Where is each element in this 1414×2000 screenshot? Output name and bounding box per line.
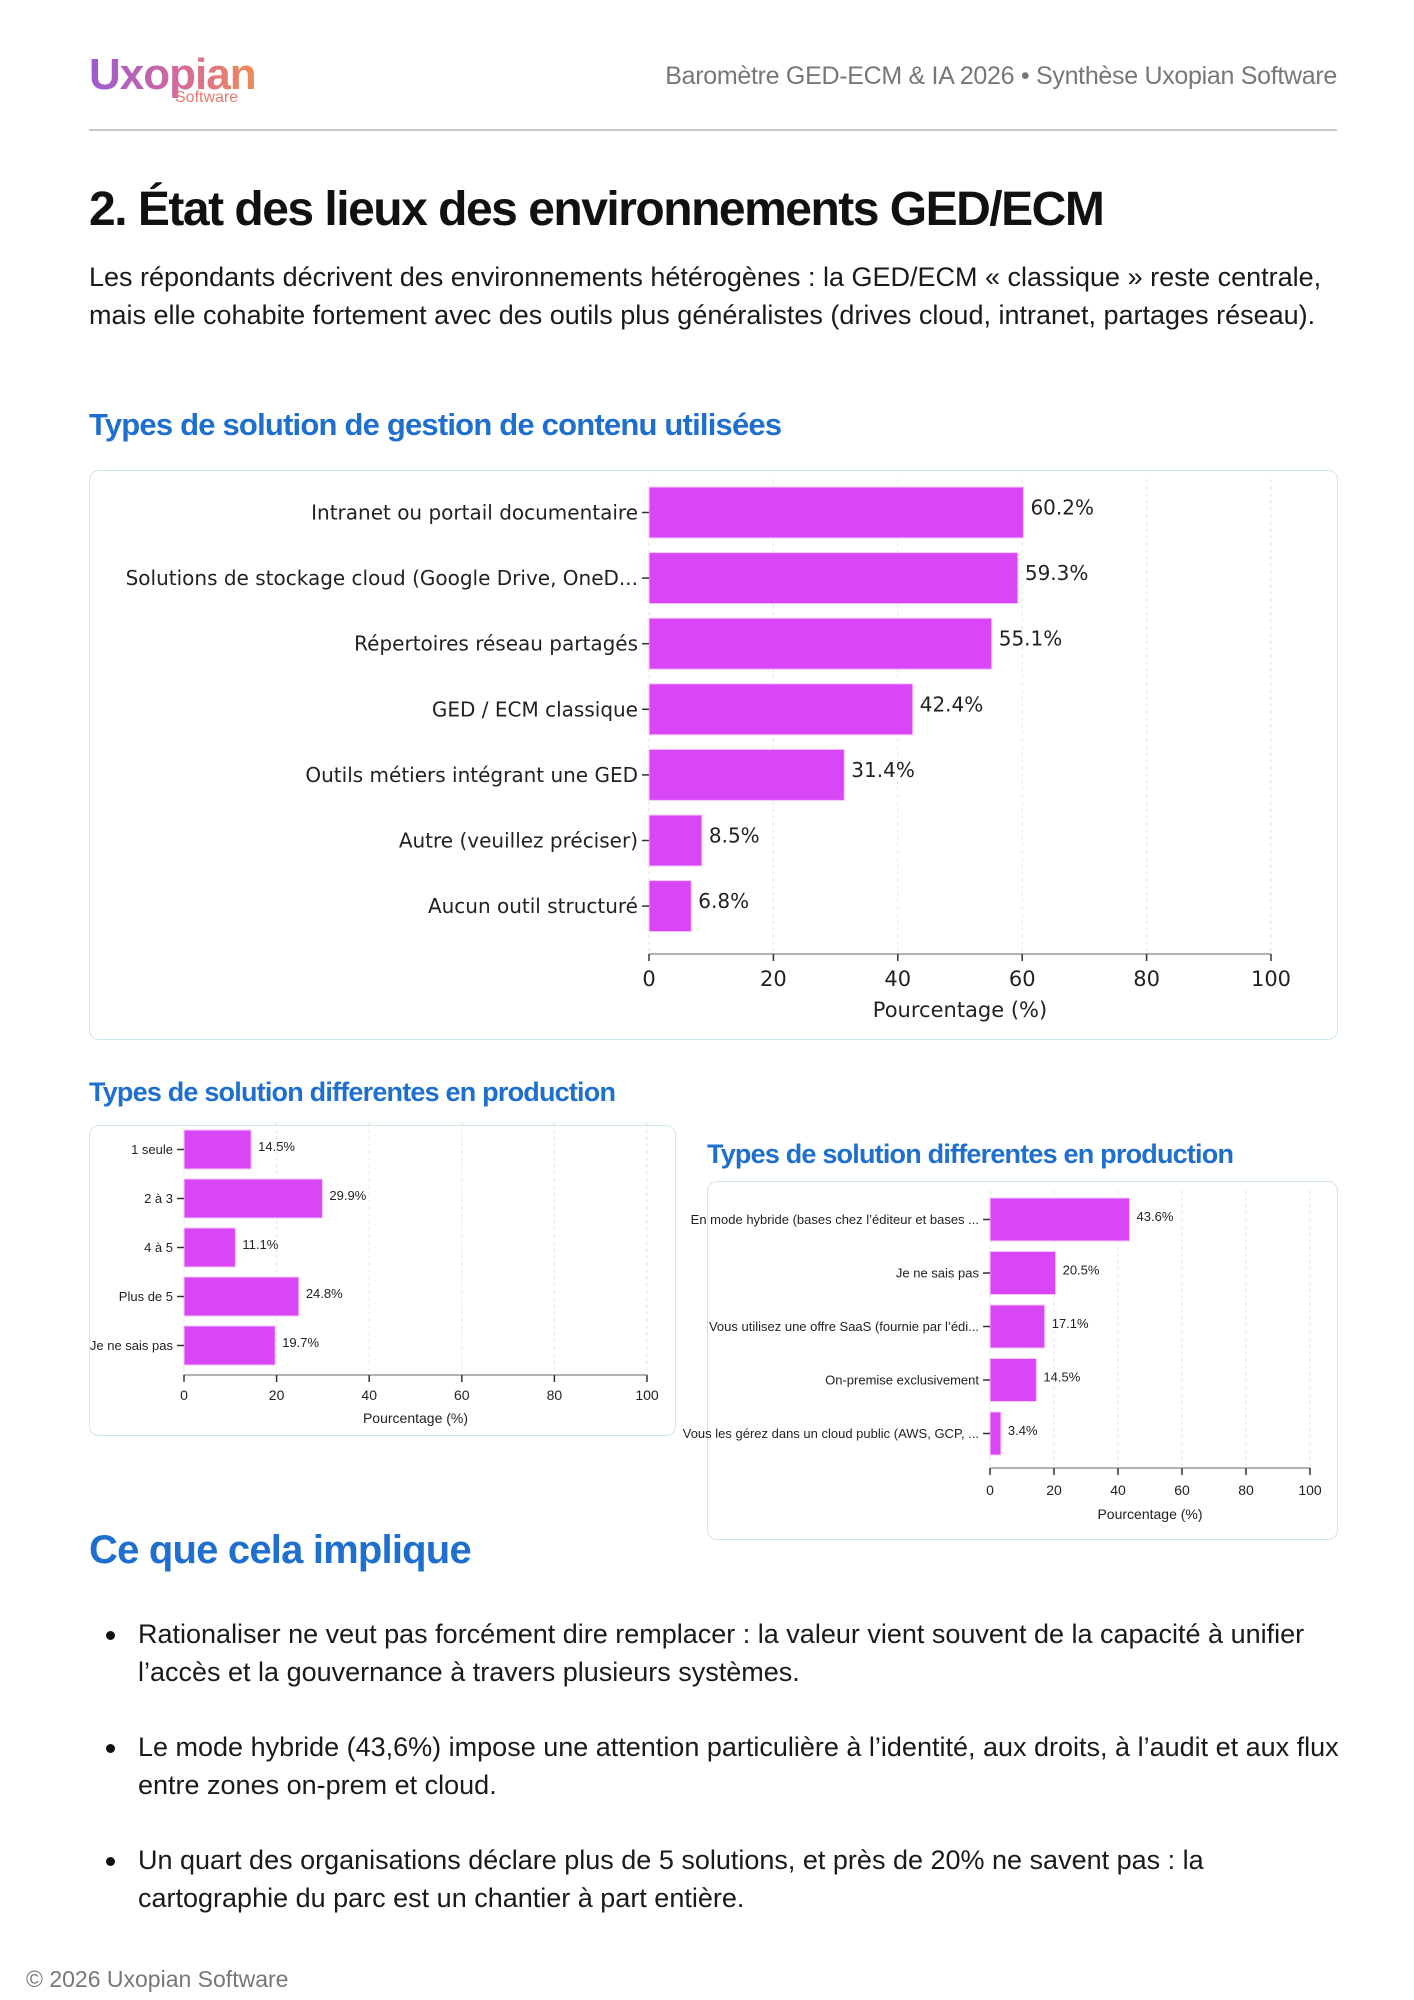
x-axis-title: Pourcentage (%) [1097,1506,1202,1522]
bar [648,683,914,736]
category-label: 1 seule [131,1142,173,1157]
x-tick-label: 60 [1174,1482,1190,1498]
bullet-icon [106,1744,115,1753]
list-item: Un quart des organisations déclare plus … [100,1842,1340,1917]
value-label: 31.4% [851,758,915,782]
bullet-icon [106,1631,115,1640]
value-label: 55.1% [999,627,1063,651]
category-label: Outils métiers intégrant une GED [305,763,638,787]
x-axis-title: Pourcentage (%) [873,998,1047,1022]
bar [183,1129,252,1170]
value-label: 43.6% [1137,1209,1174,1224]
bar [648,814,703,867]
category-label: Autre (veuillez préciser) [399,829,638,853]
category-label: Je ne sais pas [896,1266,980,1281]
category-label: Répertoires réseau partagés [354,632,638,656]
x-tick-label: 40 [884,967,911,991]
header-title: Baromètre GED-ECM & IA 2026 • Synthèse U… [665,62,1337,90]
category-label: Plus de 5 [119,1289,173,1304]
x-tick-label: 100 [635,1387,659,1403]
chart2-heading: Types de solution differentes en product… [89,1077,616,1107]
x-tick-label: 0 [642,967,655,991]
bullet-icon [106,1857,115,1866]
bar [989,1358,1037,1402]
category-label: 4 à 5 [144,1240,173,1255]
value-label: 20.5% [1063,1262,1100,1277]
bar [648,880,692,933]
category-label: 2 à 3 [144,1191,173,1206]
x-axis-title: Pourcentage (%) [363,1410,468,1426]
chart3-heading: Types de solution differentes en product… [707,1139,1234,1169]
value-label: 60.2% [1030,496,1094,520]
bullet-text: Rationaliser ne veut pas forcément dire … [138,1619,1305,1687]
x-tick-label: 80 [547,1387,563,1403]
x-tick-label: 40 [361,1387,377,1403]
x-tick-label: 60 [454,1387,470,1403]
list-item: Le mode hybride (43,6%) impose une atten… [100,1729,1340,1804]
value-label: 8.5% [709,824,760,848]
logo-subtitle: Software [175,89,239,106]
bar [989,1304,1046,1349]
bar [648,748,845,801]
x-tick-label: 100 [1298,1482,1322,1498]
value-label: 42.4% [920,692,984,716]
uxopian-logo: Uxopian Software [89,50,257,110]
value-label: 24.8% [306,1286,343,1301]
category-label: En mode hybride (bases chez l’éditeur et… [691,1212,979,1227]
implications-list: Rationaliser ne veut pas forcément dire … [100,1616,1340,1955]
chart2-card [89,1125,676,1436]
header-divider [89,129,1337,131]
value-label: 59.3% [1025,561,1089,585]
value-label: 14.5% [258,1139,295,1154]
bar [648,486,1024,539]
bullet-text: Le mode hybride (43,6%) impose une atten… [138,1732,1339,1800]
value-label: 11.1% [242,1237,278,1252]
intro-paragraph: Les répondants décrivent des environneme… [89,262,1322,330]
category-label: Intranet ou portail documentaire [311,501,638,525]
value-label: 14.5% [1043,1369,1080,1384]
implications-heading: Ce que cela implique [89,1528,472,1572]
value-label: 19.7% [282,1335,319,1350]
value-label: 3.4% [1008,1423,1038,1438]
list-item: Rationaliser ne veut pas forcément dire … [100,1616,1340,1691]
category-label: GED / ECM classique [432,697,638,721]
x-tick-label: 20 [269,1387,285,1403]
x-tick-label: 80 [1133,967,1160,991]
x-tick-label: 20 [1046,1482,1062,1498]
x-tick-label: 100 [1251,967,1291,991]
bar [183,1325,276,1366]
bullet-text: Un quart des organisations déclare plus … [138,1845,1204,1913]
category-label: Je ne sais pas [90,1338,174,1353]
value-label: 17.1% [1052,1316,1089,1331]
bar [183,1227,236,1268]
value-label: 6.8% [698,889,749,913]
bar [183,1178,323,1219]
category-label: Solutions de stockage cloud (Google Driv… [126,566,638,590]
chart1-heading: Types de solution de gestion de contenu … [89,407,782,442]
bar [648,617,993,670]
section-title: 2. État des lieux des environnements GED… [89,183,1105,236]
category-label: On-premise exclusivement [825,1373,979,1388]
category-label: Vous utilisez une offre SaaS (fournie pa… [709,1319,979,1334]
x-tick-label: 80 [1238,1482,1254,1498]
bar [183,1276,300,1317]
category-label: Vous les gérez dans un cloud public (AWS… [683,1426,979,1441]
x-tick-label: 0 [986,1482,994,1498]
x-tick-label: 0 [180,1387,188,1403]
x-tick-label: 40 [1110,1482,1126,1498]
logo-wordmark: Uxopian [89,50,257,99]
x-tick-label: 60 [1009,967,1036,991]
footer-copyright: © 2026 Uxopian Software [26,1966,289,1992]
bar [989,1197,1131,1242]
category-label: Aucun outil structuré [428,894,638,918]
bar [989,1411,1002,1456]
bar [648,552,1019,605]
x-tick-label: 20 [760,967,787,991]
bar [989,1251,1057,1295]
value-label: 29.9% [329,1188,366,1203]
